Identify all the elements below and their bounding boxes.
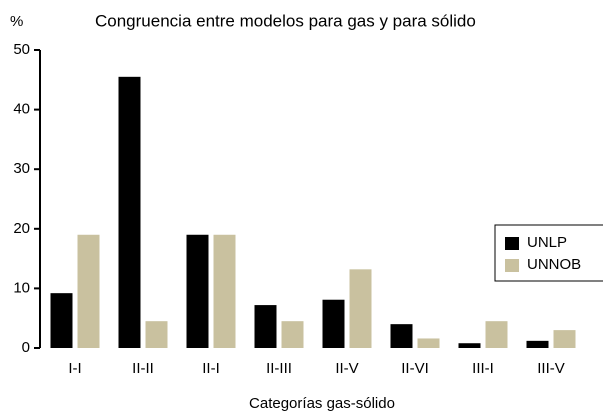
bar <box>553 330 576 348</box>
bar <box>485 321 508 348</box>
bar <box>118 76 141 348</box>
bar <box>254 305 277 348</box>
x-axis-label: Categorías gas-sólido <box>249 395 395 412</box>
legend-swatch <box>505 259 519 272</box>
y-axis-label: % <box>10 13 23 30</box>
y-tick-label: 40 <box>13 101 30 118</box>
x-tick-label: III-I <box>472 360 494 377</box>
bar <box>213 234 236 348</box>
bar <box>50 293 73 348</box>
bar <box>390 324 413 348</box>
y-tick-label: 10 <box>13 279 30 296</box>
legend-label: UNNOB <box>527 256 581 273</box>
y-tick-label: 30 <box>13 160 30 177</box>
legend-swatch <box>505 237 519 250</box>
bar <box>322 299 345 348</box>
x-tick-label: III-V <box>537 360 565 377</box>
bar <box>77 234 100 348</box>
bar <box>526 340 549 348</box>
x-tick-label: II-II <box>132 360 154 377</box>
bar <box>458 343 481 348</box>
chart-title: Congruencia entre modelos para gas y par… <box>95 11 476 30</box>
bar <box>145 321 168 348</box>
x-tick-label: I-I <box>68 360 81 377</box>
x-tick-label: II-III <box>266 360 292 377</box>
bar <box>417 338 440 348</box>
legend-label: UNLP <box>527 234 567 251</box>
x-tick-label: II-VI <box>401 360 429 377</box>
bar <box>281 321 304 348</box>
bar <box>186 234 209 348</box>
x-tick-label: II-V <box>335 360 358 377</box>
x-tick-label: II-I <box>202 360 220 377</box>
y-tick-label: 0 <box>22 339 30 356</box>
bar <box>349 269 372 348</box>
y-tick-label: 50 <box>13 41 30 58</box>
y-tick-label: 20 <box>13 220 30 237</box>
